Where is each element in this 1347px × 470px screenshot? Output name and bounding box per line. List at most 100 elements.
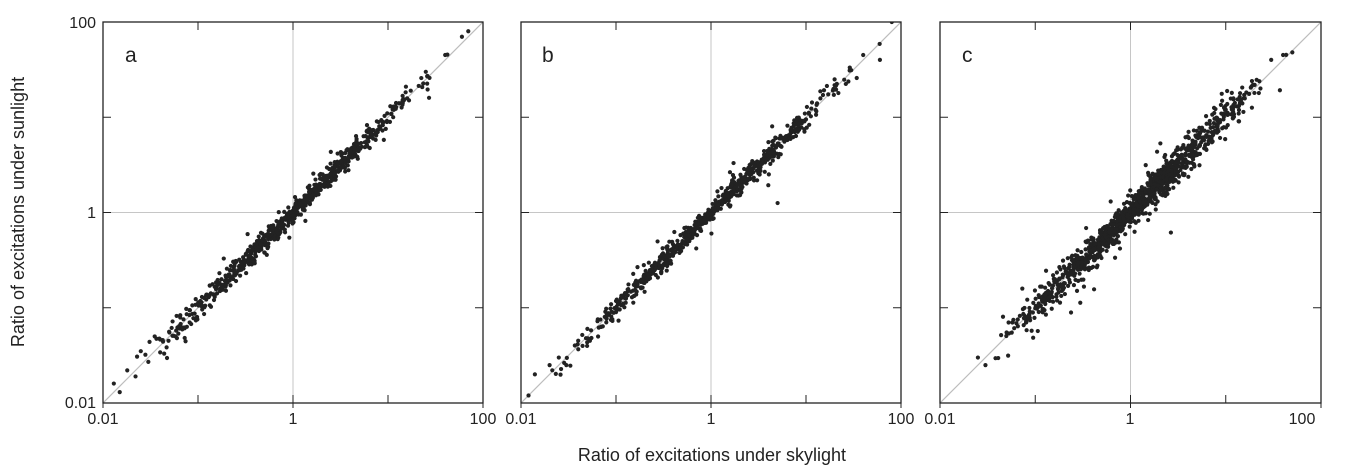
data-point (1221, 117, 1226, 122)
data-point (162, 351, 167, 356)
data-point (183, 339, 188, 344)
data-point (1076, 278, 1081, 283)
data-point (604, 312, 610, 317)
data-point (639, 278, 645, 283)
data-point (726, 193, 731, 199)
data-point (1084, 225, 1089, 231)
data-point (1258, 86, 1263, 91)
data-point (1084, 252, 1089, 257)
data-point (1215, 118, 1220, 123)
data-point (266, 236, 271, 242)
data-point (814, 109, 819, 114)
data-point (1036, 309, 1041, 315)
data-point (1174, 158, 1179, 163)
data-point (364, 129, 369, 134)
data-point (243, 252, 248, 257)
data-point (313, 177, 318, 182)
data-point (1134, 202, 1139, 207)
data-point (1136, 218, 1141, 223)
data-point (766, 183, 771, 188)
data-point (1146, 172, 1151, 178)
data-point (628, 289, 634, 294)
data-point (1241, 109, 1246, 115)
data-point (1131, 210, 1136, 215)
data-point (420, 84, 425, 90)
data-point (1117, 218, 1122, 223)
data-point (727, 170, 733, 175)
data-point (1154, 187, 1159, 192)
data-point (1040, 306, 1045, 312)
data-point (709, 231, 714, 236)
data-point (282, 216, 287, 221)
data-point (1112, 255, 1118, 260)
data-point (445, 52, 450, 57)
data-point (1190, 138, 1195, 143)
data-point (736, 193, 741, 198)
data-point (1088, 242, 1093, 247)
data-point (380, 123, 385, 128)
data-point (332, 171, 337, 176)
data-point (1193, 133, 1198, 138)
data-point (292, 216, 297, 221)
data-point (1163, 193, 1168, 198)
data-point (1202, 128, 1207, 133)
data-point (1022, 315, 1028, 320)
data-point (836, 90, 841, 96)
data-point (1236, 103, 1241, 109)
data-point (1195, 151, 1200, 156)
data-point (770, 158, 775, 163)
data-point (694, 246, 699, 251)
data-point (595, 319, 600, 324)
data-point (547, 363, 552, 368)
panel-c-xtick-label: 0.01 (924, 411, 955, 428)
data-point (716, 194, 721, 199)
data-point (642, 280, 647, 286)
data-point (1062, 291, 1067, 297)
data-point (1047, 282, 1052, 287)
data-point (173, 334, 178, 339)
data-point (1108, 199, 1113, 204)
data-point (313, 182, 319, 187)
data-point (147, 339, 152, 344)
data-point (1221, 111, 1226, 116)
data-point (642, 289, 647, 294)
data-point (1231, 96, 1236, 101)
data-point (846, 79, 851, 84)
data-point (146, 359, 151, 365)
data-point (550, 368, 555, 373)
panel-b-ticks (520, 22, 902, 408)
data-point (1225, 88, 1230, 94)
data-point (1213, 106, 1218, 112)
data-point (553, 371, 558, 376)
data-point (1197, 163, 1202, 168)
data-point (223, 283, 228, 288)
data-point (178, 315, 183, 320)
data-point (221, 256, 226, 261)
data-point (1133, 193, 1138, 198)
data-point (678, 246, 683, 251)
data-point (1240, 85, 1245, 90)
data-point (1014, 321, 1019, 326)
data-point (1057, 300, 1063, 305)
data-point (877, 41, 882, 47)
data-point (200, 307, 205, 312)
data-point (1066, 283, 1071, 288)
data-point (739, 190, 744, 195)
data-point (346, 159, 351, 164)
data-point (616, 318, 621, 323)
data-point (1143, 163, 1148, 168)
data-point (174, 313, 179, 319)
data-point (1132, 229, 1137, 234)
data-point (1111, 233, 1116, 238)
data-point (1043, 301, 1048, 307)
data-point (143, 352, 148, 357)
y-axis-title: Ratio of excitations under sunlight (8, 77, 28, 347)
data-point (169, 325, 174, 331)
data-point (738, 172, 743, 177)
data-point (775, 143, 780, 148)
data-point (564, 355, 569, 360)
data-point (748, 166, 753, 171)
data-point (1075, 248, 1080, 253)
data-point (1009, 330, 1014, 335)
x-axis-title: Ratio of excitations under skylight (578, 445, 846, 465)
